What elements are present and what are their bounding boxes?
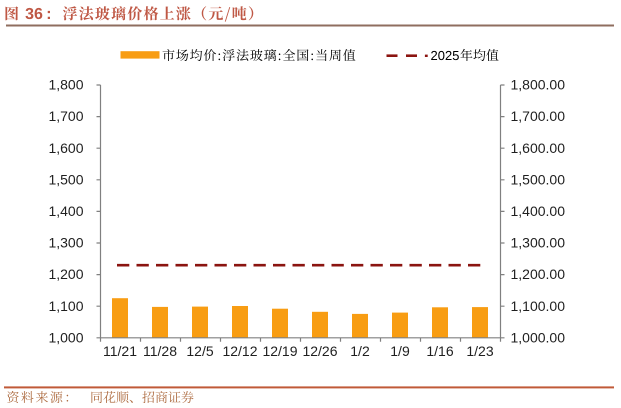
svg-text:11/28: 11/28 (143, 343, 177, 359)
svg-text:1,500.00: 1,500.00 (511, 171, 566, 187)
svg-text:1,300.00: 1,300.00 (511, 235, 566, 251)
svg-text:1,800.00: 1,800.00 (511, 77, 566, 93)
svg-text:1,400: 1,400 (48, 203, 83, 219)
svg-text:11/21: 11/21 (103, 343, 137, 359)
svg-text:1,000: 1,000 (48, 329, 83, 345)
svg-text:1,300: 1,300 (48, 235, 83, 251)
svg-text:1/2: 1/2 (350, 343, 370, 359)
svg-text:1,200.00: 1,200.00 (511, 266, 566, 282)
svg-text:1,100: 1,100 (48, 298, 83, 314)
svg-text:1,500: 1,500 (48, 171, 83, 187)
svg-text:1/9: 1/9 (390, 343, 410, 359)
svg-text:1,600.00: 1,600.00 (511, 140, 566, 156)
svg-text:1,200: 1,200 (48, 266, 83, 282)
svg-text:1,700: 1,700 (48, 108, 83, 124)
svg-text:12/26: 12/26 (302, 343, 337, 359)
svg-text:1/16: 1/16 (426, 343, 453, 359)
svg-text:12/12: 12/12 (222, 343, 257, 359)
svg-text:1,700.00: 1,700.00 (511, 108, 566, 124)
svg-text:1,400.00: 1,400.00 (511, 203, 566, 219)
svg-text:1,600: 1,600 (48, 140, 83, 156)
svg-text:12/5: 12/5 (186, 343, 213, 359)
svg-text:1/23: 1/23 (466, 343, 493, 359)
svg-text:12/19: 12/19 (262, 343, 297, 359)
svg-text:1,000.00: 1,000.00 (511, 329, 566, 345)
svg-text:1,100.00: 1,100.00 (511, 298, 566, 314)
svg-text:1,800: 1,800 (48, 77, 83, 93)
